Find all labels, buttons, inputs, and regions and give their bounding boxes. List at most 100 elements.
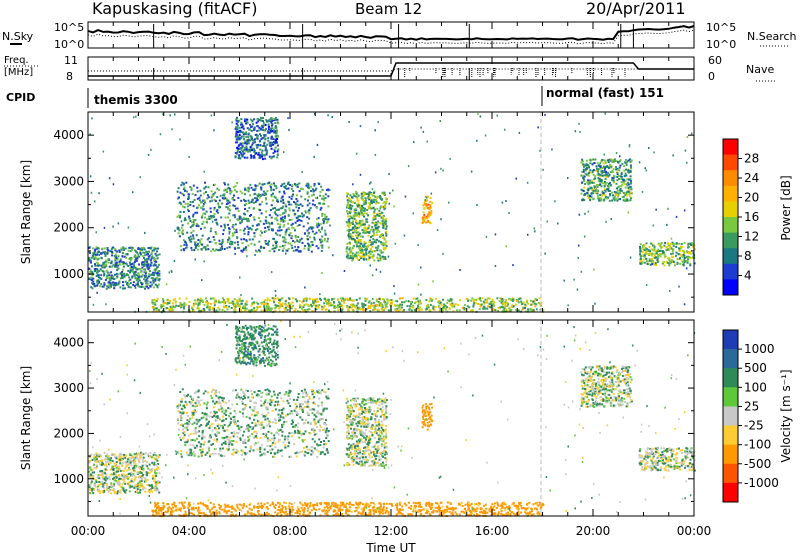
scatter-cell <box>599 184 601 186</box>
scatter-cell <box>115 284 117 286</box>
scatter-cell <box>101 248 103 250</box>
scatter-cell <box>337 299 339 301</box>
scatter-cell <box>244 193 246 195</box>
scatter-cell <box>247 210 249 212</box>
scatter-cell <box>234 216 236 218</box>
scatter-cell <box>267 310 269 312</box>
scatter-cell <box>180 184 182 186</box>
scatter-cell <box>589 195 591 197</box>
scatter-cell <box>678 286 680 288</box>
scatter-cell <box>412 306 414 308</box>
scatter-cell <box>249 202 251 204</box>
scatter-cell <box>286 188 288 190</box>
date-title: 20/Apr/2011 <box>586 0 686 18</box>
scatter-cell <box>201 223 203 225</box>
scatter-cell <box>544 253 546 255</box>
scatter-cell <box>309 209 311 211</box>
scatter-cell <box>133 281 135 283</box>
scatter-cell <box>507 303 509 305</box>
scatter-cell <box>594 162 596 164</box>
scatter-cell <box>129 459 131 461</box>
scatter-cell <box>425 199 427 201</box>
scatter-cell <box>593 169 595 171</box>
scatter-cell <box>321 198 323 200</box>
scatter-cell <box>376 300 378 302</box>
scatter-cell <box>308 196 310 198</box>
scatter-cell <box>141 264 143 266</box>
noise-panel: N.Sky 10^5 10^0 10^5 10^0 N.Search <box>2 21 797 51</box>
scatter-cell <box>308 247 310 249</box>
scatter-cell <box>274 196 276 198</box>
scatter-cell <box>307 222 309 224</box>
scatter-cell <box>236 299 238 301</box>
scatter-cell <box>278 209 280 211</box>
scatter-cell <box>320 186 322 188</box>
scatter-cell <box>366 258 368 260</box>
scatter-cell <box>592 182 594 184</box>
scatter-cell <box>394 304 396 306</box>
scatter-cell <box>363 309 365 311</box>
scatter-cell <box>579 131 581 133</box>
scatter-cell <box>684 242 686 244</box>
scatter-cell <box>346 195 348 197</box>
scatter-cell <box>104 227 106 229</box>
scatter-cell <box>262 120 264 122</box>
scatter-cell <box>385 258 387 260</box>
scatter-cell <box>229 302 231 304</box>
scatter-cell <box>602 192 604 194</box>
scatter-cell <box>589 169 591 171</box>
scatter-cell <box>219 249 221 251</box>
scatter-cell <box>625 169 627 171</box>
scatter-cell <box>243 132 245 134</box>
scatter-cell <box>236 182 238 184</box>
scatter-cell <box>311 242 313 244</box>
scatter-cell <box>372 242 374 244</box>
scatter-cell <box>140 176 142 178</box>
scatter-cell <box>179 235 181 237</box>
scatter-cell <box>467 305 469 307</box>
scatter-cell <box>587 195 589 197</box>
scatter-cell <box>422 222 424 224</box>
y-tick-label: 1000 <box>53 267 84 281</box>
scatter-cell <box>373 254 375 256</box>
scatter-cell <box>350 251 352 253</box>
scatter-cell <box>283 151 285 153</box>
scatter-cell <box>504 303 506 305</box>
scatter-cell <box>355 254 357 256</box>
scatter-cell <box>197 243 199 245</box>
scatter-cell <box>166 283 168 285</box>
scatter-cell <box>104 284 106 286</box>
scatter-cell <box>110 482 112 484</box>
scatter-cell <box>202 213 204 215</box>
freq-left-tick-bottom: 8 <box>66 70 73 83</box>
scatter-cell <box>222 233 224 235</box>
scatter-cell <box>122 281 124 283</box>
scatter-cell <box>351 196 353 198</box>
scatter-cell <box>183 211 185 213</box>
scatter-cell <box>364 249 366 251</box>
scatter-cell <box>482 308 484 310</box>
scatter-cell <box>279 191 281 193</box>
nave-line <box>88 69 694 71</box>
scatter-cell <box>116 461 118 463</box>
scatter-cell <box>282 206 284 208</box>
scatter-cell <box>180 249 182 251</box>
scatter-cell <box>375 247 377 249</box>
scatter-cell <box>352 228 354 230</box>
scatter-cell <box>419 300 421 302</box>
scatter-cell <box>295 206 297 208</box>
scatter-cell <box>209 200 211 202</box>
scatter-cell <box>299 306 301 308</box>
scatter-cell <box>214 207 216 209</box>
scatter-cell <box>613 161 615 163</box>
scatter-cell <box>92 271 94 273</box>
scatter-cell <box>666 249 668 251</box>
scatter-cell <box>370 244 372 246</box>
scatter-cell <box>596 165 598 167</box>
scatter-cell <box>344 299 346 301</box>
scatter-cell <box>157 298 159 300</box>
scatter-cell <box>271 128 273 130</box>
scatter-cell <box>349 212 351 214</box>
scatter-cell <box>247 140 249 142</box>
scatter-cell <box>613 198 615 200</box>
